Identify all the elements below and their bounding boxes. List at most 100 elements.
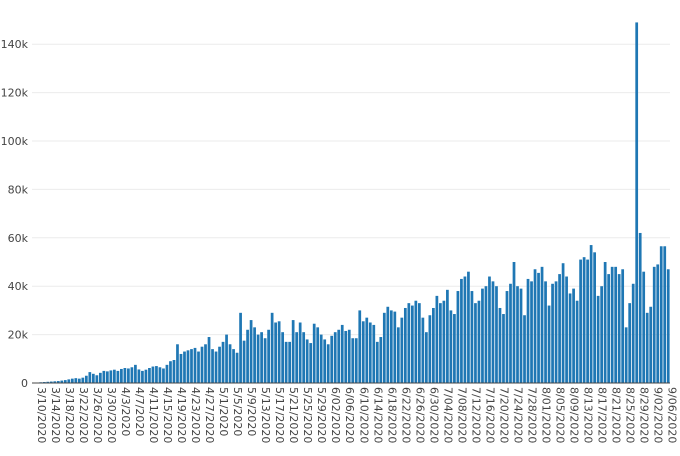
bar [84,375,88,383]
bar [319,334,323,383]
bar [491,281,495,383]
bar [134,364,137,383]
y-tick-label: 140k [1,38,29,51]
bar [239,312,242,383]
bar [246,329,249,383]
bar [256,334,260,383]
bar [456,291,460,383]
x-tick-label: 8/05/2020 [554,387,567,443]
x-tick-label: 7/04/2020 [441,387,454,443]
bar [659,246,663,383]
bar [407,303,411,383]
bar [547,305,551,383]
bar [330,335,334,383]
bar [60,380,64,383]
bar [453,314,456,383]
bar [481,288,484,383]
bar [204,344,207,383]
bar [235,352,239,383]
x-tick-label: 6/26/2020 [413,387,426,443]
bar [116,370,120,383]
bar [568,293,572,383]
bar [211,349,214,383]
x-tick-label: 3/10/2020 [35,387,48,443]
bar [439,303,442,383]
x-tick-label: 7/28/2020 [526,387,539,443]
bar [470,291,474,383]
y-tick-label: 60k [8,232,29,245]
bar [144,369,148,383]
bar [628,303,632,383]
bar [467,271,470,383]
x-tick-label: 8/21/2020 [610,387,623,443]
gridlines [32,43,670,336]
bar [228,344,232,383]
bar [596,295,600,383]
bar [526,278,530,383]
bar [600,286,604,383]
bar [579,259,582,383]
x-tick-label: 6/14/2020 [371,387,384,443]
bar [372,324,376,383]
bar [305,339,309,383]
bar [326,344,330,383]
bar [484,286,488,383]
bar [56,381,60,383]
bar [435,295,439,383]
bar [141,370,144,383]
bar [225,334,228,383]
bar [624,327,628,383]
bar [530,281,533,383]
bar [505,291,509,383]
x-tick-label: 5/17/2020 [273,387,286,443]
bar [81,377,85,383]
bar [610,266,614,383]
x-tick-label: 5/25/2020 [301,387,314,443]
bar [403,307,407,383]
bar [393,311,397,383]
bar [645,312,649,383]
x-tick-label: 4/23/2020 [189,387,202,443]
bar [551,283,554,383]
bar [410,305,414,383]
bar [137,369,141,383]
x-tick-label: 5/29/2020 [315,387,328,443]
bar [656,264,660,383]
bar [130,367,134,383]
bar [375,341,379,383]
y-tick-label: 20k [8,329,29,342]
x-tick-label: 5/21/2020 [287,387,300,443]
bar [614,266,618,383]
bar [565,276,568,383]
bar [477,300,481,383]
bar [463,276,467,383]
bar [172,360,176,383]
bars [32,22,670,383]
x-tick-label: 5/9/2020 [245,387,258,436]
y-tick-label: 80k [8,183,29,196]
bar [176,344,179,383]
x-tick-label: 6/06/2020 [343,387,356,443]
bar [127,368,130,383]
bar [365,317,369,383]
x-tick-label: 4/3/2020 [119,387,132,436]
x-tick-label: 8/29/2020 [638,387,651,443]
bar [593,252,596,383]
x-tick-label: 6/10/2020 [357,387,370,443]
bar [179,353,183,383]
x-tick-label: 8/13/2020 [582,387,595,443]
bar [270,312,274,383]
bar [123,368,127,383]
bar [460,278,463,383]
y-tick-label: 100k [1,135,29,148]
bar [46,381,50,383]
bar [652,266,656,383]
bar [91,373,95,383]
bar [509,283,512,383]
y-tick-label: 40k [8,280,29,293]
bar [621,269,625,383]
bar [617,274,621,383]
bar [263,338,267,383]
bar [162,368,165,383]
bar [354,338,358,383]
